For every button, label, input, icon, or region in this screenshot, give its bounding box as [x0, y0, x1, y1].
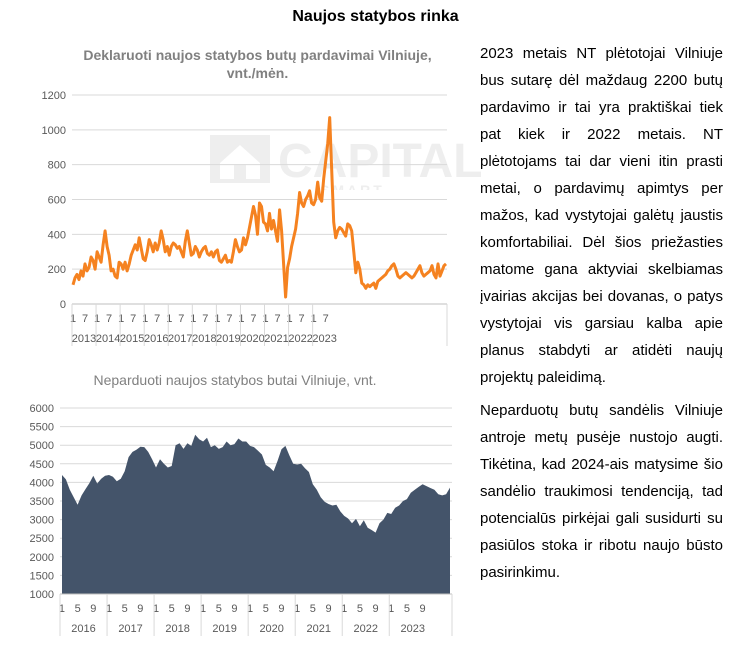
y-tick-label: 4500	[30, 459, 54, 471]
x-month-label: 9	[231, 603, 237, 615]
paragraph-stock-commentary: Neparduotų butų sandėlis Vilniuje antroj…	[480, 402, 723, 581]
x-month-label: 7	[299, 313, 305, 325]
x-month-label: 7	[154, 313, 160, 325]
y-tick-label: 2500	[30, 533, 54, 545]
x-month-label: 9	[137, 603, 143, 615]
x-month-label: 1	[94, 313, 100, 325]
x-month-label: 7	[274, 313, 280, 325]
x-year-label: 2014	[96, 333, 120, 345]
x-month-label: 1	[142, 313, 148, 325]
x-month-label: 1	[200, 603, 206, 615]
x-month-label: 5	[263, 603, 269, 615]
x-year-label: 2020	[259, 623, 283, 635]
x-month-label: 1	[106, 603, 112, 615]
x-month-label: 9	[184, 603, 190, 615]
x-year-label: 2019	[216, 333, 240, 345]
x-year-label: 2016	[71, 623, 95, 635]
y-tick-label: 0	[60, 299, 66, 311]
x-month-label: 7	[323, 313, 329, 325]
x-month-label: 1	[388, 603, 394, 615]
x-month-label: 1	[190, 313, 196, 325]
x-year-label: 2021	[306, 623, 330, 635]
y-tick-label: 2000	[30, 552, 54, 564]
x-year-label: 2019	[212, 623, 236, 635]
x-month-label: 7	[202, 313, 208, 325]
y-tick-label: 5500	[30, 422, 54, 434]
y-tick-label: 4000	[30, 477, 54, 489]
x-month-label: 5	[122, 603, 128, 615]
x-month-label: 5	[404, 603, 410, 615]
chart2-unsold-area-chart: 1000 1500 2000 2500 3000 3500 4000 4500 5000 5500…	[30, 403, 453, 636]
x-year-label: 2017	[168, 333, 192, 345]
series-area	[62, 434, 450, 594]
x-month-label: 5	[216, 603, 222, 615]
x-month-label: 7	[130, 313, 136, 325]
x-month-label: 7	[178, 313, 184, 325]
x-month-label: 1	[118, 313, 124, 325]
x-month-label: 1	[287, 313, 293, 325]
x-month-label: 9	[278, 603, 284, 615]
x-year-label: 2015	[120, 333, 144, 345]
x-month-label: 7	[82, 313, 88, 325]
y-tick-label: 6000	[30, 403, 54, 415]
capital-smart-watermark-logo: CAPITAL SMART	[210, 135, 510, 198]
x-month-label: 7	[250, 313, 256, 325]
x-month-label: 5	[169, 603, 175, 615]
x-month-label: 7	[226, 313, 232, 325]
x-year-label: 2013	[72, 333, 96, 345]
y-tick-label: 400	[48, 229, 66, 241]
y-tick-label: 1500	[30, 570, 54, 582]
x-year-label: 2023	[401, 623, 425, 635]
y-tick-label: 1200	[42, 90, 66, 102]
y-tick-label: 5000	[30, 440, 54, 452]
x-year-label: 2022	[354, 623, 378, 635]
x-month-label: 1	[70, 313, 76, 325]
x-year-label: 2017	[118, 623, 142, 635]
x-year-label: 2016	[144, 333, 168, 345]
y-tick-label: 3500	[30, 496, 54, 508]
x-month-label: 1	[214, 313, 220, 325]
y-tick-label: 1000	[30, 589, 54, 601]
y-tick-label: 200	[48, 264, 66, 276]
chart2-title: Neparduoti naujos statybos butai Vilniuj…	[93, 372, 377, 388]
y-tick-label: 1000	[42, 125, 66, 137]
y-tick-label: 3000	[30, 515, 54, 527]
chart1-title: Deklaruoti naujos statybos butų pardavim…	[83, 47, 432, 81]
svg-text:CAPITAL: CAPITAL	[278, 135, 482, 188]
y-tick-label: 600	[48, 195, 66, 207]
x-year-label: 2018	[165, 623, 189, 635]
x-year-label: 2021	[264, 333, 288, 345]
x-month-label: 1	[311, 313, 317, 325]
x-year-label: 2018	[192, 333, 216, 345]
x-month-label: 9	[90, 603, 96, 615]
series-line	[71, 116, 448, 299]
x-month-label: 5	[357, 603, 363, 615]
x-month-label: 9	[420, 603, 426, 615]
x-month-label: 9	[372, 603, 378, 615]
x-month-label: 1	[262, 313, 268, 325]
x-month-label: 1	[238, 313, 244, 325]
y-tick-label: 800	[48, 160, 66, 172]
x-month-label: 5	[75, 603, 81, 615]
paragraph-sales-commentary: 2023 metais NT plėtotojai Vilniuje bus s…	[480, 45, 723, 386]
x-month-label: 9	[325, 603, 331, 615]
page-title: Naujos statybos rinka	[292, 8, 459, 25]
x-month-label: 1	[166, 313, 172, 325]
x-month-label: 5	[310, 603, 316, 615]
x-year-label: 2023	[312, 333, 336, 345]
x-month-label: 1	[153, 603, 159, 615]
x-year-label: 2020	[240, 333, 264, 345]
x-month-label: 1	[294, 603, 300, 615]
x-month-label: 1	[59, 603, 65, 615]
x-month-label: 7	[106, 313, 112, 325]
x-month-label: 1	[341, 603, 347, 615]
x-month-label: 1	[247, 603, 253, 615]
x-year-label: 2022	[288, 333, 312, 345]
